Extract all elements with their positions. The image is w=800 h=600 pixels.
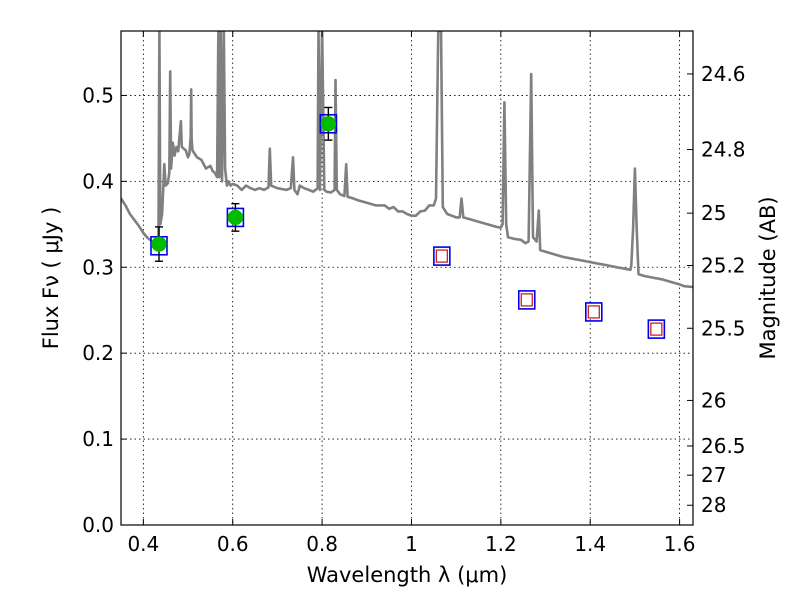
spectrum-line xyxy=(121,31,693,289)
right-tick-label: 24.6 xyxy=(701,62,746,86)
axis-ticks xyxy=(121,31,693,526)
model-flux-box xyxy=(584,302,603,322)
right-tick-label: 24.8 xyxy=(701,138,746,162)
right-tick-label: 25 xyxy=(701,201,726,225)
y-tick-label: 0.2 xyxy=(82,341,114,365)
x-tick-label: 1 xyxy=(405,532,418,556)
model-flux-box xyxy=(647,319,666,339)
right-tick-label: 28 xyxy=(701,493,726,517)
right-tick-label: 26.5 xyxy=(701,434,746,458)
right-tick-label: 25.5 xyxy=(701,316,746,340)
left-y-axis-label: Flux Fν ( μJy ) xyxy=(39,207,63,350)
predicted-flux-markers xyxy=(435,249,663,336)
plot-frame xyxy=(120,30,694,526)
x-tick-label: 1.2 xyxy=(485,532,517,556)
model-spectrum xyxy=(121,31,693,289)
y-tick-label: 0.3 xyxy=(82,255,114,279)
y-tick-label: 0.0 xyxy=(82,513,114,537)
y-tick-label: 0.4 xyxy=(82,169,114,193)
y-tick-label: 0.1 xyxy=(82,427,114,451)
x-axis-label: Wavelength λ (μm) xyxy=(307,563,508,587)
right-tick-label: 26 xyxy=(701,388,726,412)
predicted-flux-marker xyxy=(520,293,533,307)
right-y-axis-label: Magnitude (AB) xyxy=(756,196,780,359)
observed-flux-point xyxy=(227,209,244,226)
y-tick-labels: 0.0 0.1 0.2 0.3 0.4 0.5 xyxy=(82,83,114,537)
x-tick-label: 0.4 xyxy=(127,532,159,556)
grid-lines xyxy=(121,31,693,526)
y-tick-label: 0.5 xyxy=(82,83,114,107)
model-flux-box xyxy=(517,290,536,310)
predicted-flux-marker xyxy=(650,322,663,336)
right-tick-labels: 24.6 24.8 25 25.2 25.5 26 26.5 27 28 xyxy=(701,62,746,517)
x-tick-label: 0.6 xyxy=(217,532,249,556)
x-tick-labels: 0.4 0.6 0.8 1 1.2 1.4 1.6 xyxy=(127,532,695,556)
x-tick-label: 1.4 xyxy=(574,532,606,556)
observed-flux-point xyxy=(151,236,167,252)
model-flux-boxes xyxy=(150,113,666,339)
x-tick-label: 0.8 xyxy=(306,532,338,556)
observed-flux-point xyxy=(320,116,337,132)
observed-flux-points xyxy=(151,116,337,252)
right-tick-label: 27 xyxy=(701,463,726,487)
predicted-flux-marker xyxy=(587,305,600,319)
predicted-flux-marker xyxy=(435,249,449,263)
model-flux-box xyxy=(433,246,451,266)
right-tick-label: 25.2 xyxy=(701,254,746,278)
x-tick-label: 1.6 xyxy=(664,532,696,556)
